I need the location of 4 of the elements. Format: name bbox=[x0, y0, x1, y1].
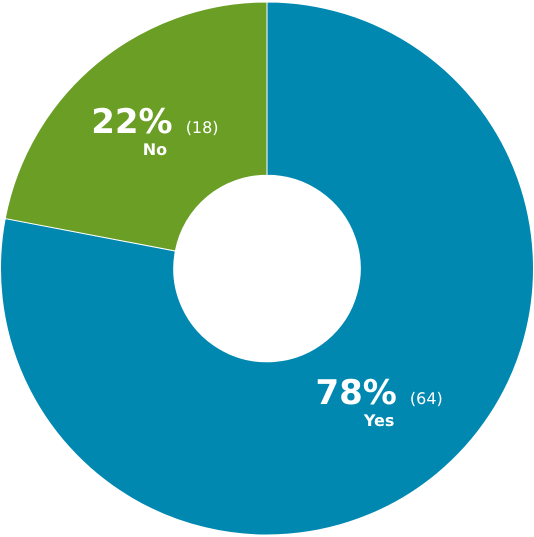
data-label: 78% (64) bbox=[315, 373, 443, 414]
slice-label: No bbox=[142, 140, 168, 159]
data-label: 22% (18) bbox=[91, 102, 219, 142]
slice-label: Yes bbox=[362, 411, 394, 430]
